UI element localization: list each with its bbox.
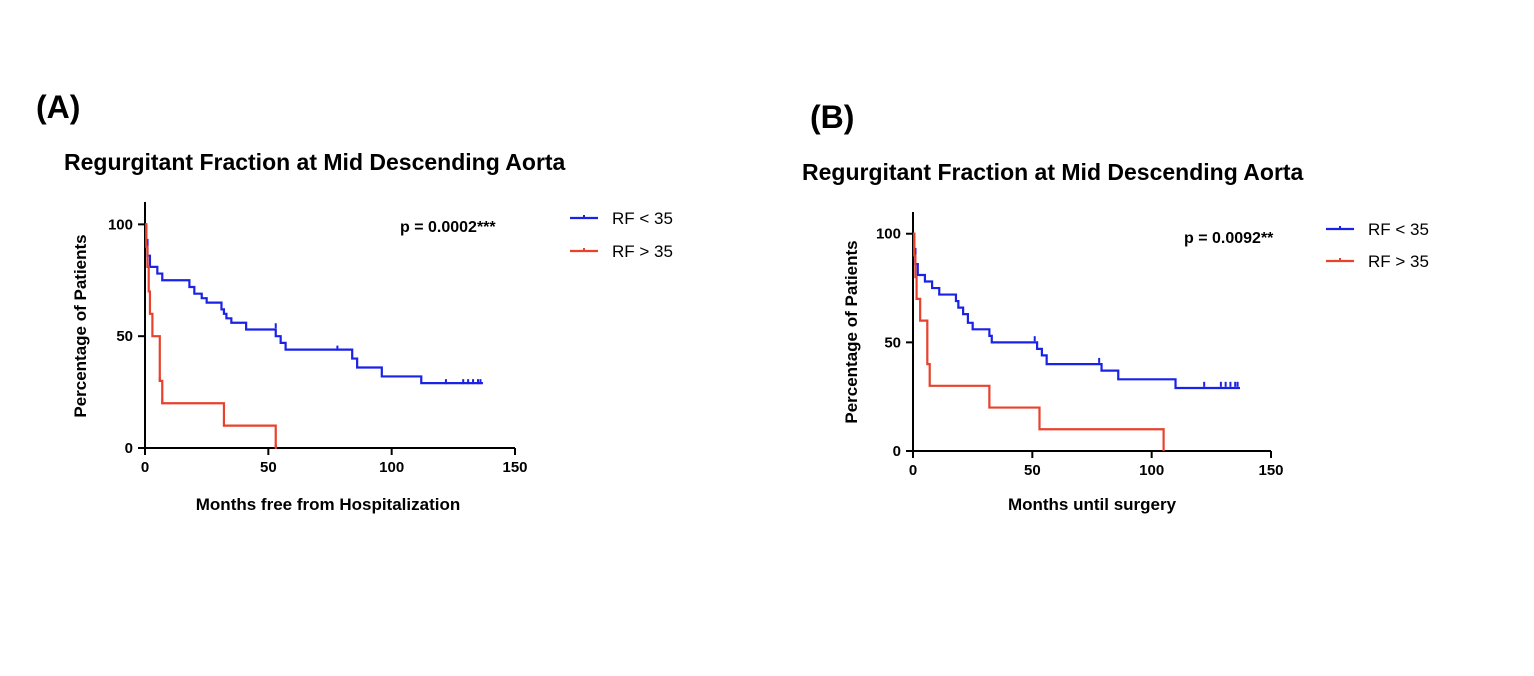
x-axis-label-b: Months until surgery (1008, 495, 1177, 514)
y-tick-label-b-50: 50 (884, 334, 901, 351)
chart-panel-a: (A) Regurgitant Fraction at Mid Descendi… (36, 89, 673, 514)
axes-a (144, 202, 515, 449)
km-curve-a-rf-lt-35 (145, 223, 483, 385)
km-curve-b-rf-lt-35 (913, 232, 1240, 390)
axes-b (912, 212, 1271, 452)
x-tick-label-a-0: 0 (141, 459, 149, 476)
x-tick-label-b-50: 50 (1024, 462, 1041, 479)
km-curve-b-rf-gt-35 (913, 232, 1165, 451)
km-curve-a-rf-gt-35 (145, 223, 277, 448)
y-tick-label-b-100: 100 (876, 226, 901, 243)
p-value-annotation-b: p = 0.0092** (1184, 230, 1274, 247)
ticks-b: 0 50 100 150 0 50 100 (876, 226, 1284, 479)
y-tick-label-a-50: 50 (116, 328, 133, 345)
y-axis-label-a: Percentage of Patients (71, 234, 90, 417)
chart-title-b: Regurgitant Fraction at Mid Descending A… (802, 159, 1304, 185)
y-axis-label-b: Percentage of Patients (842, 240, 861, 423)
chart-panel-b: (B) Regurgitant Fraction at Mid Descendi… (802, 99, 1429, 514)
y-tick-label-b-0: 0 (893, 443, 901, 460)
x-tick-label-b-150: 150 (1258, 462, 1283, 479)
ticks-a: 0 50 100 150 0 50 100 (108, 216, 528, 476)
chart-title-a: Regurgitant Fraction at Mid Descending A… (64, 149, 566, 175)
legend-a: RF < 35 RF > 35 (570, 209, 673, 261)
x-tick-label-b-0: 0 (909, 462, 917, 479)
x-tick-label-a-100: 100 (379, 459, 404, 476)
x-axis-label-a: Months free from Hospitalization (196, 495, 460, 514)
y-tick-label-a-100: 100 (108, 216, 133, 233)
legend-label-a-1: RF > 35 (612, 242, 673, 261)
y-tick-label-a-0: 0 (125, 440, 133, 457)
curves-b (913, 232, 1240, 451)
p-value-annotation-a: p = 0.0002*** (400, 219, 496, 236)
x-tick-label-a-150: 150 (502, 459, 527, 476)
curves-a (145, 223, 483, 449)
legend-b: RF < 35 RF > 35 (1326, 220, 1429, 271)
panel-label-a: (A) (36, 89, 80, 125)
legend-label-a-0: RF < 35 (612, 209, 673, 228)
x-tick-label-b-100: 100 (1139, 462, 1164, 479)
legend-label-b-1: RF > 35 (1368, 252, 1429, 271)
panel-label-b: (B) (810, 99, 854, 135)
x-tick-label-a-50: 50 (260, 459, 277, 476)
legend-label-b-0: RF < 35 (1368, 220, 1429, 239)
